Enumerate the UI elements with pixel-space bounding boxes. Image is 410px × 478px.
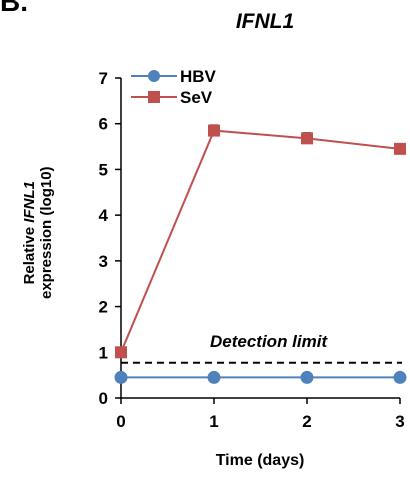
data-point-hbv [207,370,221,384]
x-tick-label: 1 [209,412,218,431]
series-line-sev [120,129,401,353]
y-tick-label: 0 [99,389,108,408]
data-point-sev [115,346,127,359]
data-point-sev [208,124,220,137]
chart-title: IFNL1 [235,10,295,33]
legend-label-hbv: HBV [180,67,217,86]
y-tick-label: 5 [99,160,108,179]
legend-label-sev: SeV [180,88,213,107]
y-tick-label: 1 [99,343,108,362]
panel-letter: B. [0,0,28,17]
y-tick-label: 6 [99,115,108,134]
y-tick-label: 7 [99,69,108,88]
y-tick-label: 2 [99,298,108,317]
detection-limit-label: Detection limit [210,332,328,351]
data-point-hbv [300,370,314,384]
data-point-sev [301,132,313,145]
x-tick-label: 0 [116,412,125,431]
x-tick-label: 2 [302,412,311,431]
x-tick-label: 3 [395,412,404,431]
x-axis-label: Time (days) [215,452,305,469]
data-point-hbv [114,370,128,384]
data-point-sev [394,142,406,155]
y-tick-label: 4 [99,206,109,225]
legend-marker-sev [148,91,160,103]
legend-marker-hbv [148,70,160,82]
y-tick-label: 3 [99,252,108,271]
data-point-hbv [393,370,407,384]
